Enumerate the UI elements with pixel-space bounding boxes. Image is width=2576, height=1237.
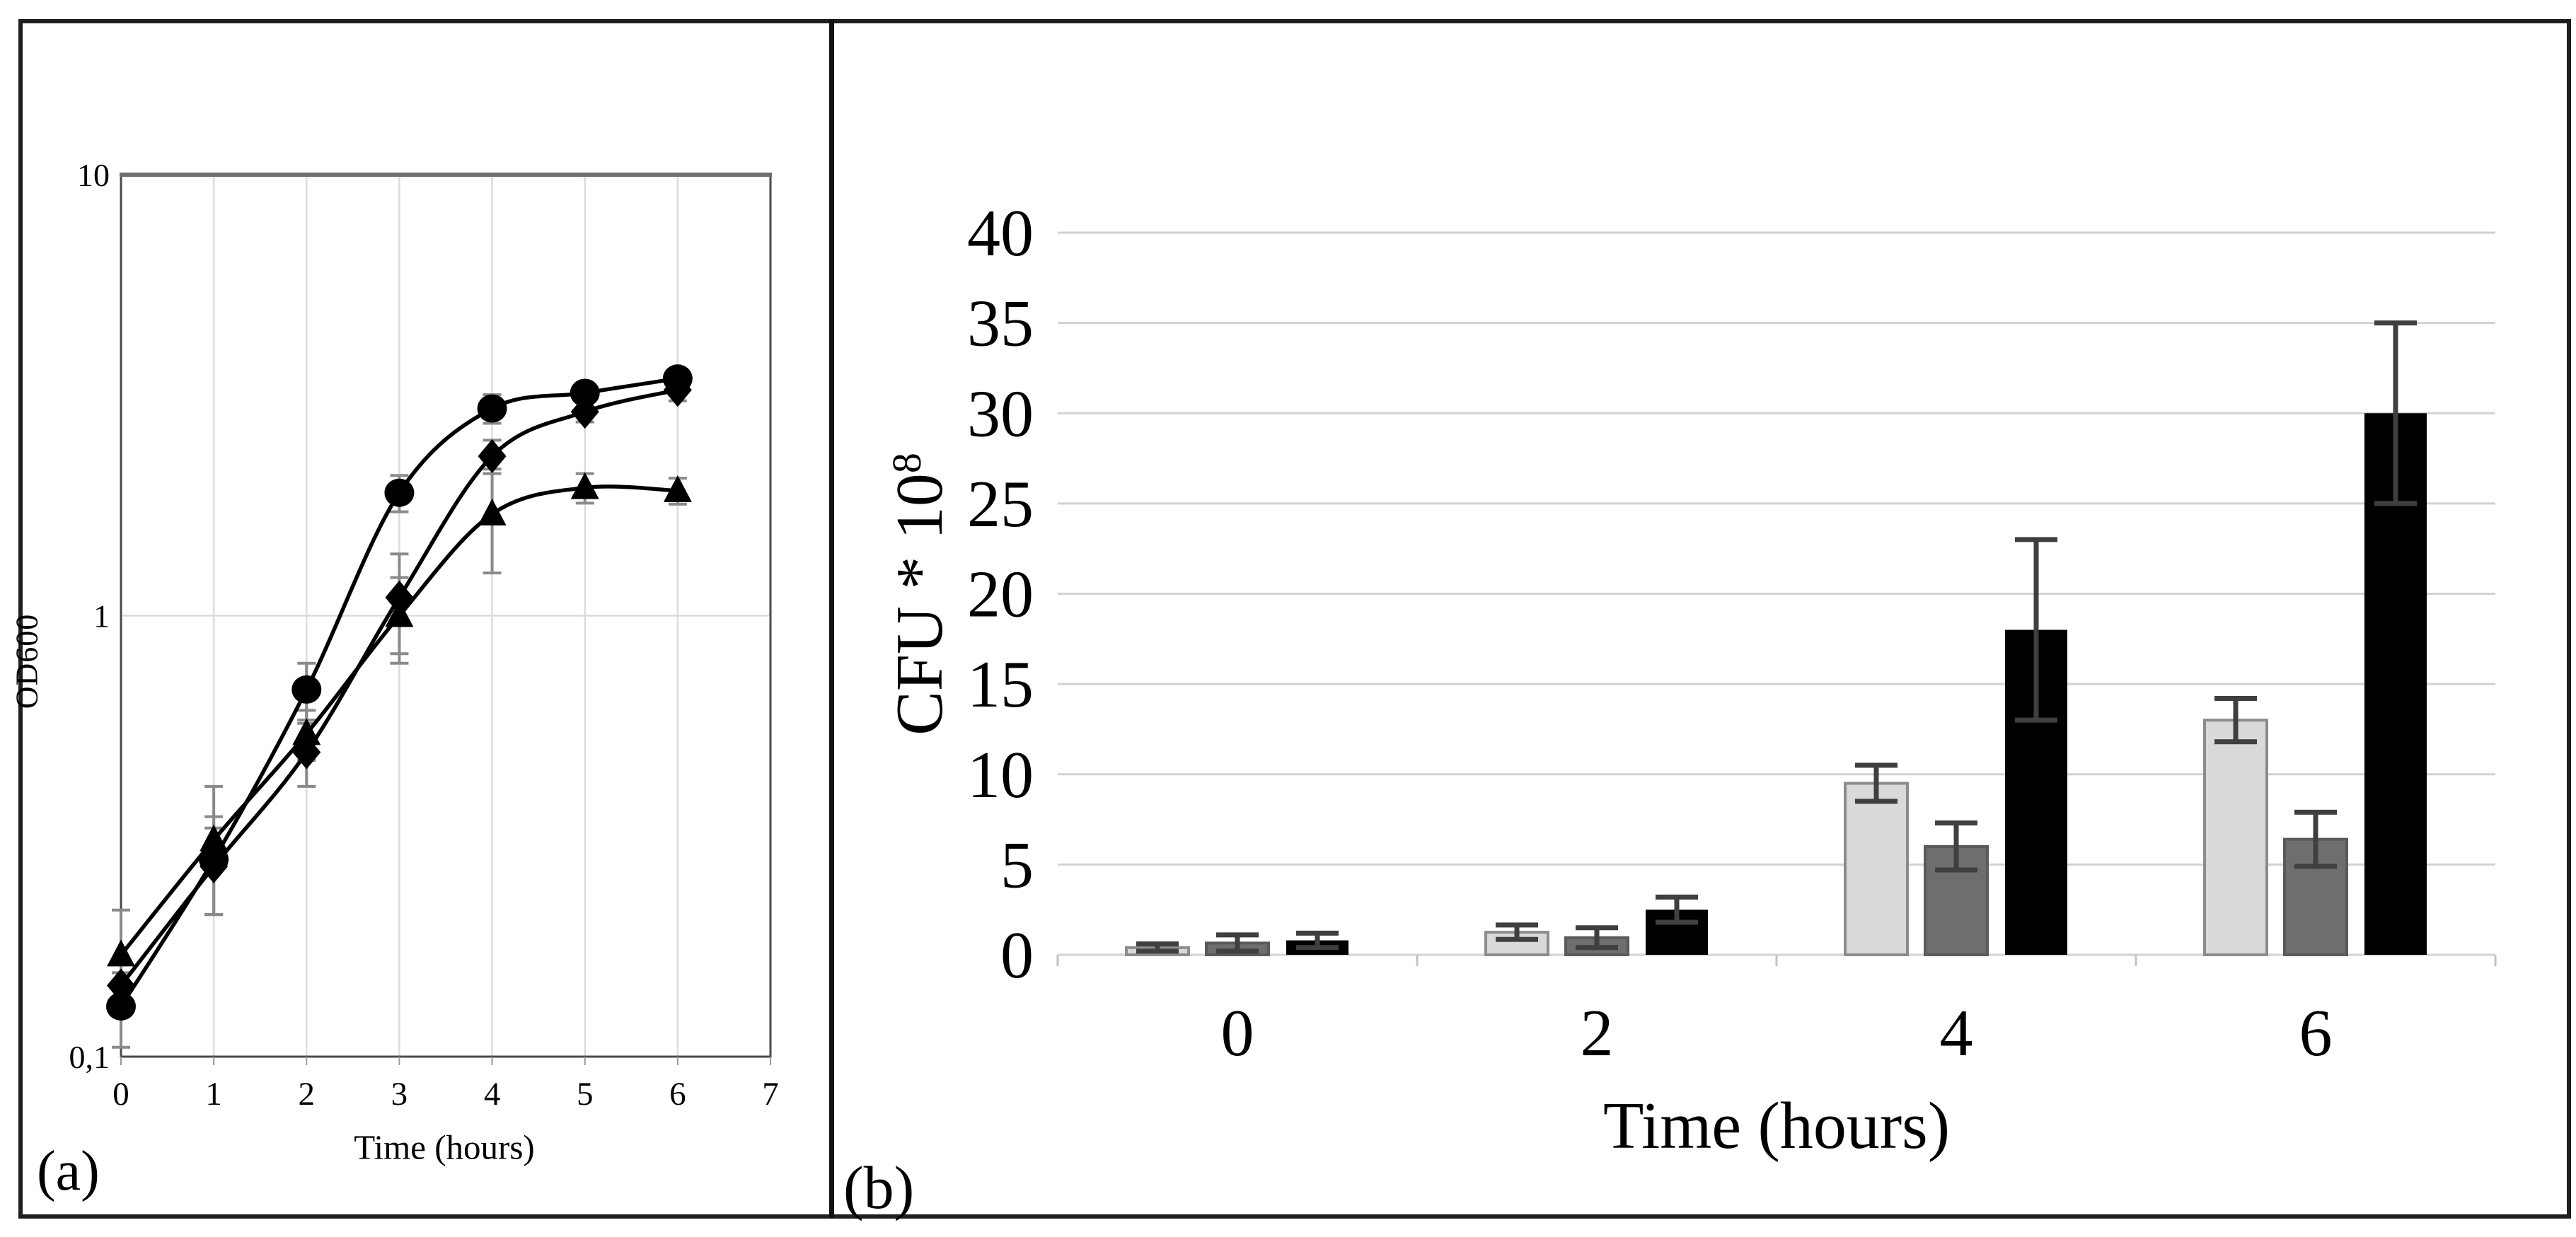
panel-a-letter: (a) <box>37 1140 100 1202</box>
diamond-marker <box>663 373 692 407</box>
panel-b-error-bars <box>1136 320 2417 954</box>
panel-a-x-tick-label: 2 <box>299 1076 316 1113</box>
panel-b-x-tick-labels: 0 2 4 6 <box>1221 997 2333 1070</box>
circle-marker <box>291 675 322 704</box>
panel-a-x-tick-label: 5 <box>577 1076 594 1113</box>
panel-b-y-axis-title-exponent: 8 <box>884 453 930 474</box>
panel-b-y-tick-label: 5 <box>1000 828 1034 902</box>
diamond-marker <box>107 968 135 1003</box>
panel-a-axis-ticks <box>120 1057 771 1065</box>
panel-b-y-axis-title-main: CFU * 10 <box>883 473 957 736</box>
panel-b-y-tick-label: 25 <box>967 467 1034 541</box>
panel-b-y-axis-title: CFU * 108 <box>882 453 958 736</box>
panel-a-x-tick-label: 7 <box>762 1076 779 1113</box>
diamond-marker <box>570 395 599 429</box>
panel-b-x-tick-label: 4 <box>1940 997 1973 1070</box>
panel-a-y-tick-labels: 10 1 0,1 <box>69 157 110 1075</box>
panel-a-y-tick-label: 1 <box>93 598 110 634</box>
panel-a-y-tick-label: 0,1 <box>69 1039 110 1075</box>
triangle-marker <box>478 498 507 525</box>
triangle-marker <box>292 718 321 745</box>
panel-b-axis-ticks <box>1056 955 2497 966</box>
panel-b-x-axis-title: Time (hours) <box>1602 1089 1951 1163</box>
panel-a-series-triangle <box>107 472 692 967</box>
panel-a-x-tick-label: 4 <box>484 1076 501 1113</box>
bar-series-light-gray-t6 <box>2203 719 2268 956</box>
panel-b-y-tick-label: 15 <box>967 648 1034 721</box>
circle-marker <box>570 378 600 407</box>
panel-b-y-tick-labels: 0 5 10 15 20 25 30 35 40 <box>967 197 1034 992</box>
panel-b-gridlines <box>1058 231 2495 956</box>
diamond-marker <box>478 439 507 473</box>
panel-b-x-tick-label: 2 <box>1581 997 1614 1070</box>
triangle-marker <box>663 475 692 502</box>
bar-series-light-gray-t4 <box>1844 782 1909 956</box>
bar-series-light-gray-t2 <box>1484 931 1549 956</box>
circle-marker <box>106 992 136 1021</box>
panel-a-plot-border <box>120 173 772 1058</box>
panel-a-x-axis-title: Time (hours) <box>354 1127 535 1167</box>
diamond-marker <box>200 849 229 884</box>
panel-b-y-tick-label: 20 <box>967 558 1034 632</box>
panel-b-y-tick-label: 0 <box>1000 919 1034 992</box>
panel-divider-line <box>829 19 834 1219</box>
panel-a-x-tick-label: 0 <box>112 1076 129 1113</box>
panel-b-y-tick-label: 10 <box>967 738 1034 812</box>
panel-b-x-tick-label: 0 <box>1221 997 1254 1070</box>
panel-b-x-tick-label: 6 <box>2299 997 2333 1070</box>
panel-a-x-tick-labels: 0 1 2 3 4 5 6 7 <box>112 1076 779 1113</box>
circle-marker <box>384 478 415 507</box>
triangle-marker <box>200 824 229 852</box>
panel-a-y-tick-label: 10 <box>77 157 110 193</box>
panel-a-y-axis-title: OD600 <box>9 613 45 709</box>
panel-a-x-tick-label: 3 <box>391 1076 408 1113</box>
panel-b-y-tick-label: 40 <box>967 197 1034 270</box>
panel-b-y-tick-label: 35 <box>967 287 1034 361</box>
triangle-marker <box>570 472 599 499</box>
panel-b-y-tick-label: 30 <box>967 377 1034 451</box>
figure-border <box>18 19 2571 1219</box>
triangle-marker <box>385 600 414 627</box>
circle-marker <box>477 394 507 423</box>
panel-a-x-tick-label: 1 <box>205 1076 222 1113</box>
panel-a-x-tick-label: 6 <box>669 1076 686 1113</box>
panel-b-letter: (b) <box>843 1154 915 1221</box>
triangle-marker <box>107 939 135 967</box>
